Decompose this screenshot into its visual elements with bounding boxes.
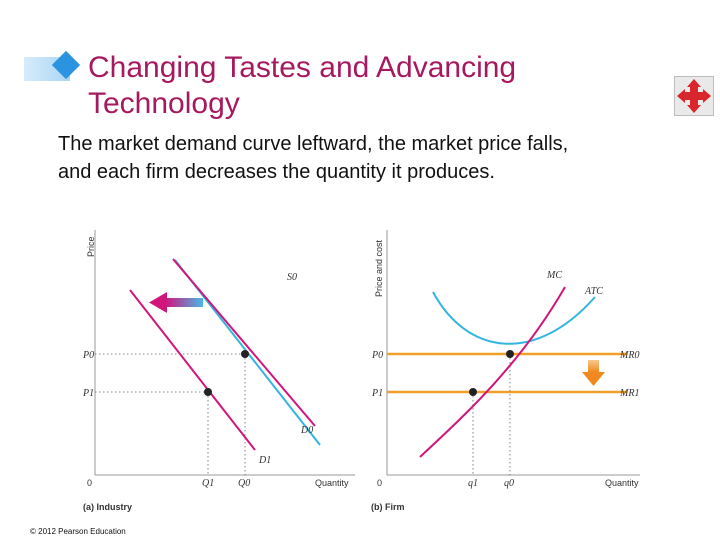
industry-demand-d1-curve	[129, 289, 256, 451]
firm-atc-curve	[432, 291, 596, 345]
firm-origin-label: 0	[377, 478, 382, 488]
industry-p0-label: P0	[82, 350, 94, 361]
firm-x-axis-label: Quantity	[605, 478, 639, 488]
copyright-notice: © 2012 Pearson Education	[30, 527, 126, 536]
firm-y-axis-label: Price and cost	[374, 239, 384, 297]
industry-equilibrium-new	[204, 388, 212, 396]
firm-mc-curve	[419, 286, 566, 458]
firm-atc-label: ATC	[584, 286, 603, 297]
market-firm-figure: Price Quantity 0 S0 D0 D1 P0 P1 Q1 Q0	[75, 225, 655, 515]
figure-svg: Price Quantity 0 S0 D0 D1 P0 P1 Q1 Q0	[82, 230, 640, 512]
slide-title-line-1: Changing Tastes and Advancing	[88, 51, 517, 84]
industry-x-axis-label: Quantity	[315, 478, 349, 488]
firm-q1-label: q1	[468, 478, 478, 489]
industry-caption: (a) Industry	[83, 502, 132, 512]
industry-d1-label: D1	[258, 455, 271, 466]
firm-equilibrium-new	[469, 388, 477, 396]
firm-equilibrium-initial	[506, 350, 514, 358]
industry-panel: Price Quantity 0 S0 D0 D1 P0 P1 Q1 Q0	[82, 230, 355, 512]
industry-equilibrium-initial	[241, 350, 249, 358]
slide-title: Changing Tastes and Advancing Technology	[88, 50, 648, 122]
industry-q1-label: Q1	[202, 478, 214, 489]
body-line-1: The market demand curve leftward, the ma…	[58, 133, 569, 155]
demand-shift-arrow-icon	[149, 292, 203, 313]
industry-origin-label: 0	[87, 478, 92, 488]
industry-y-axis-label: Price	[86, 236, 96, 257]
firm-panel: Price and cost Quantity 0 MC ATC MR0 MR1…	[371, 230, 640, 512]
industry-demand-d0-curve	[172, 258, 316, 427]
industry-q0-label: Q0	[238, 478, 250, 489]
mr-shift-down-arrow-icon	[582, 360, 605, 386]
firm-mc-label: MC	[546, 270, 562, 281]
slide-title-line-2: Technology	[88, 87, 240, 120]
four-way-arrows-icon	[677, 79, 711, 113]
firm-mr0-label: MR0	[619, 350, 639, 361]
navigation-button[interactable]	[674, 76, 714, 116]
firm-mr1-label: MR1	[619, 388, 639, 399]
firm-q0-label: q0	[504, 478, 514, 489]
industry-d0-label: D0	[300, 425, 313, 436]
industry-p1-label: P1	[82, 388, 94, 399]
industry-supply-label: S0	[287, 272, 297, 283]
body-line-2: and each firm decreases the quantity it …	[58, 161, 495, 183]
firm-p1-label: P1	[371, 388, 383, 399]
firm-caption: (b) Firm	[371, 502, 405, 512]
slide-body-text: The market demand curve leftward, the ma…	[58, 130, 698, 186]
firm-p0-label: P0	[371, 350, 383, 361]
